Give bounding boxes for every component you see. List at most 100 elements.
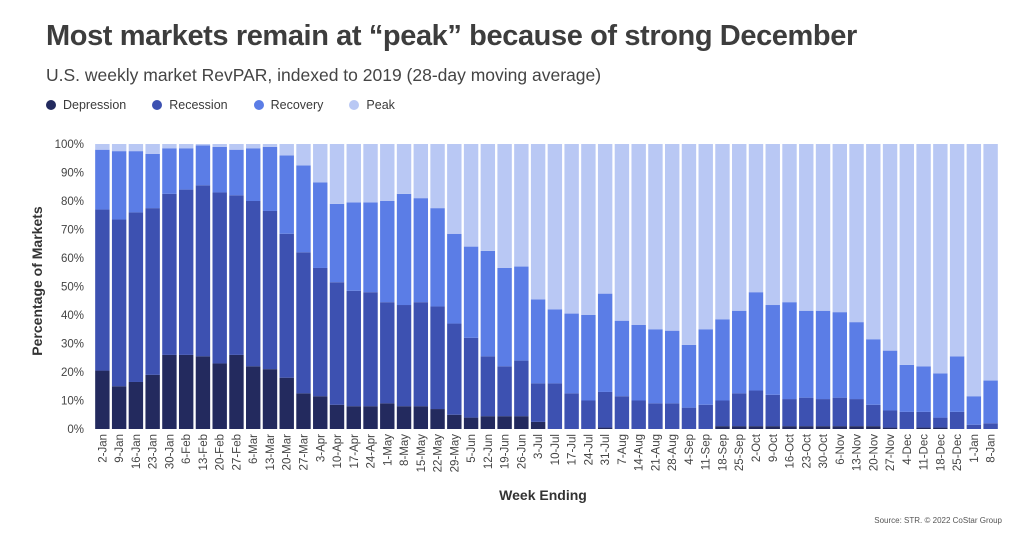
y-tick-label: 0% bbox=[67, 424, 84, 436]
bar-segment-depression bbox=[212, 363, 227, 429]
bar-segment-peak bbox=[178, 144, 194, 149]
bar-segment-depression bbox=[262, 369, 278, 429]
bar-segment-peak bbox=[949, 144, 965, 357]
bar-segment-recovery bbox=[966, 396, 982, 425]
bar-segment-recession bbox=[329, 282, 345, 405]
bar-segment-recovery bbox=[246, 148, 261, 201]
bar-segment-peak bbox=[514, 144, 529, 267]
bar-segment-peak bbox=[530, 144, 546, 300]
bar-segment-depression bbox=[111, 386, 127, 429]
bar-segment-recovery bbox=[597, 293, 613, 392]
bar-stack bbox=[732, 144, 747, 429]
bar-stack bbox=[380, 144, 395, 429]
x-tick-label: 30-Oct bbox=[818, 433, 830, 468]
bar-segment-recession bbox=[765, 394, 780, 427]
bar-segment-depression bbox=[279, 377, 294, 429]
x-tick-label: 8-Jan bbox=[986, 434, 998, 463]
bar-segment-recovery bbox=[313, 182, 328, 268]
bar-stack bbox=[581, 144, 596, 429]
x-tick-label: 13-Mar bbox=[265, 434, 277, 471]
bar-segment-depression bbox=[447, 414, 462, 429]
y-tick-label: 30% bbox=[61, 339, 84, 351]
bar-segment-recovery bbox=[832, 312, 847, 398]
bar-segment-recovery bbox=[430, 208, 445, 307]
bar-segment-recovery bbox=[866, 339, 881, 405]
bar-stack bbox=[698, 144, 713, 429]
bar-segment-recovery bbox=[882, 350, 898, 411]
x-tick-label: 20-Nov bbox=[868, 434, 880, 471]
bar-stack bbox=[514, 144, 529, 429]
bar-segment-recession bbox=[631, 400, 646, 429]
bar-stack bbox=[748, 144, 764, 429]
bar-stack bbox=[111, 144, 127, 429]
bar-segment-recession bbox=[447, 323, 462, 415]
bar-stack bbox=[447, 144, 462, 429]
legend-swatch-recovery bbox=[253, 100, 264, 110]
bar-segment-recovery bbox=[815, 310, 831, 400]
bar-segment-recession bbox=[799, 397, 814, 427]
x-tick-label: 13-Nov bbox=[852, 434, 864, 471]
bar-segment-recovery bbox=[648, 329, 663, 404]
y-tick-label: 40% bbox=[61, 310, 84, 322]
bar-segment-depression bbox=[497, 416, 512, 429]
bar-segment-recession bbox=[916, 411, 931, 428]
bar-stack bbox=[799, 144, 814, 429]
source-note: Source: STR. © 2022 CoStar Group bbox=[874, 516, 1002, 525]
bar-segment-recession bbox=[514, 360, 529, 417]
bar-segment-peak bbox=[229, 144, 244, 150]
x-tick-label: 11-Sep bbox=[701, 434, 713, 470]
bar-segment-depression bbox=[849, 426, 864, 429]
y-tick-label: 90% bbox=[61, 168, 84, 180]
x-tick-label: 24-Apr bbox=[366, 434, 378, 469]
bar-segment-peak bbox=[815, 144, 831, 311]
bar-segment-recession bbox=[866, 404, 881, 427]
bar-segment-recovery bbox=[564, 313, 579, 394]
x-tick-label: 10-Apr bbox=[332, 434, 344, 469]
bar-stack bbox=[430, 144, 445, 429]
bar-segment-recession bbox=[296, 252, 311, 394]
bar-segment-peak bbox=[866, 144, 881, 340]
bar-segment-peak bbox=[631, 144, 646, 325]
bar-segment-recession bbox=[547, 383, 563, 429]
bar-stack bbox=[363, 144, 378, 429]
x-tick-label: 18-Sep bbox=[717, 434, 729, 471]
bar-segment-recovery bbox=[380, 201, 395, 303]
x-tick-label: 16-Jan bbox=[131, 434, 143, 469]
bar-segment-peak bbox=[111, 144, 127, 152]
x-tick-label: 17-Jul bbox=[567, 434, 579, 465]
bar-stack bbox=[614, 144, 630, 429]
bar-segment-peak bbox=[279, 144, 294, 156]
bar-segment-peak bbox=[799, 144, 814, 311]
bar-segment-peak bbox=[296, 144, 311, 166]
y-tick-label: 20% bbox=[61, 367, 84, 379]
bar-segment-recovery bbox=[145, 153, 160, 209]
bar-stack bbox=[413, 144, 429, 429]
bar-segment-depression bbox=[162, 354, 177, 429]
bar-segment-peak bbox=[698, 144, 713, 330]
bar-segment-recession bbox=[212, 192, 227, 364]
bar-segment-peak bbox=[480, 144, 496, 251]
x-tick-label: 29-May bbox=[449, 434, 461, 473]
x-tick-label: 3-Apr bbox=[315, 434, 327, 462]
x-axis-title: Week Ending bbox=[499, 487, 587, 503]
bar-segment-recession bbox=[614, 396, 630, 429]
bar-segment-recession bbox=[262, 210, 278, 370]
legend-item-recovery: Recovery bbox=[253, 98, 323, 112]
bar-stack bbox=[815, 144, 831, 429]
bar-segment-recovery bbox=[983, 380, 998, 424]
bar-segment-recovery bbox=[899, 364, 915, 412]
x-tick-label: 1-Jan bbox=[969, 434, 981, 463]
bar-segment-peak bbox=[899, 144, 915, 365]
bar-segment-depression bbox=[329, 404, 345, 429]
bar-segment-peak bbox=[195, 144, 211, 146]
bar-segment-peak bbox=[681, 144, 697, 345]
y-tick-label: 100% bbox=[55, 139, 84, 151]
bar-segment-recession bbox=[229, 195, 244, 355]
bar-segment-recovery bbox=[581, 315, 596, 401]
bar-segment-peak bbox=[983, 144, 998, 381]
x-tick-label: 26-Jun bbox=[516, 434, 528, 469]
bar-segment-recovery bbox=[949, 356, 965, 412]
bar-segment-peak bbox=[246, 144, 261, 149]
bar-stack bbox=[178, 144, 194, 429]
